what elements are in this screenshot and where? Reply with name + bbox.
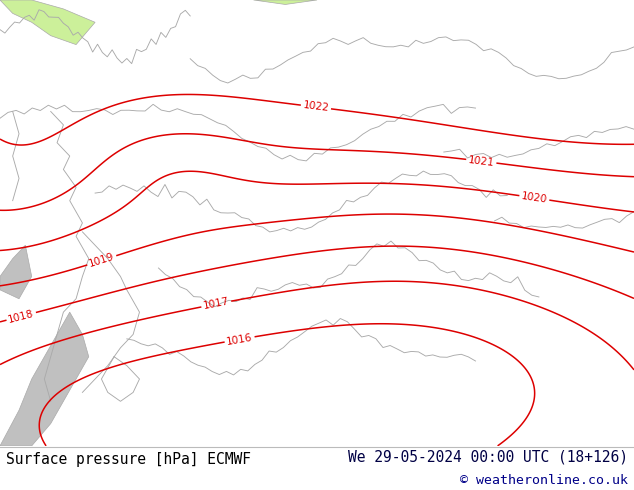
Text: © weatheronline.co.uk: © weatheronline.co.uk <box>460 474 628 487</box>
Polygon shape <box>0 312 89 446</box>
Text: 1021: 1021 <box>468 155 495 168</box>
Text: 1017: 1017 <box>202 296 230 312</box>
Text: 1016: 1016 <box>226 332 254 346</box>
Text: 1018: 1018 <box>7 308 36 324</box>
Polygon shape <box>0 245 32 299</box>
Text: 1020: 1020 <box>521 191 548 205</box>
Text: We 29-05-2024 00:00 UTC (18+126): We 29-05-2024 00:00 UTC (18+126) <box>347 449 628 465</box>
Polygon shape <box>0 0 95 45</box>
Text: Surface pressure [hPa] ECMWF: Surface pressure [hPa] ECMWF <box>6 452 251 466</box>
Text: 1019: 1019 <box>87 251 116 269</box>
Text: 1022: 1022 <box>302 100 330 114</box>
Polygon shape <box>254 0 317 4</box>
